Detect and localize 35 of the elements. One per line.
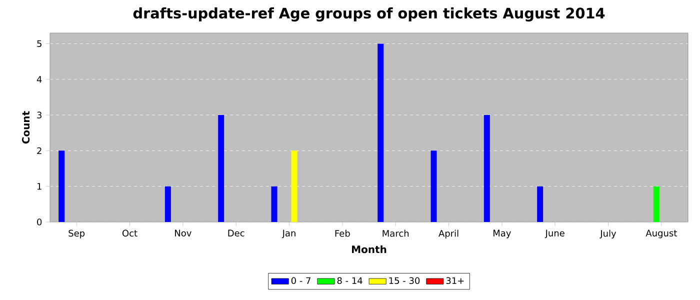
- y-axis-title: Count: [22, 111, 30, 144]
- y-tick-label: 3: [37, 112, 42, 118]
- x-tick-label: Dec: [228, 230, 244, 236]
- x-tick-label: Jan: [282, 230, 296, 238]
- bar: [218, 115, 224, 222]
- x-axis-title: Month: [352, 245, 386, 254]
- x-tick-label: Sep: [68, 230, 85, 238]
- bar: [537, 186, 544, 222]
- x-tick-label: April: [438, 230, 458, 239]
- legend-label: 8 - 14: [337, 277, 362, 284]
- bar: [484, 115, 490, 222]
- x-tick-label: July: [600, 230, 616, 239]
- chart-title: drafts-update-ref Age groups of open tickets August 2014: [133, 7, 605, 22]
- x-tick-label: Feb: [335, 230, 350, 237]
- y-tick-label: 2: [37, 147, 42, 154]
- x-tick-label: June: [544, 230, 564, 238]
- bar: [291, 150, 298, 222]
- bar: [164, 186, 171, 222]
- y-tick-label: 0: [37, 218, 42, 226]
- x-tick-label: May: [494, 230, 511, 238]
- y-tick-label: 4: [36, 76, 42, 83]
- x-tick-label: Nov: [175, 230, 192, 236]
- bar: [430, 150, 437, 222]
- bar: [58, 150, 65, 222]
- bar: [378, 44, 384, 222]
- y-tick-label: 5: [37, 40, 42, 48]
- x-tick-label: March: [382, 230, 409, 237]
- y-tick-label: 1: [37, 183, 42, 190]
- x-tick-label: Oct: [122, 230, 138, 237]
- x-tick-label: August: [646, 230, 677, 238]
- bar: [271, 186, 278, 222]
- bar: [653, 186, 660, 222]
- legend-label: 31+: [446, 277, 464, 284]
- legend-label: 15 - 30: [389, 277, 420, 284]
- legend-label: 0 - 7: [291, 277, 310, 284]
